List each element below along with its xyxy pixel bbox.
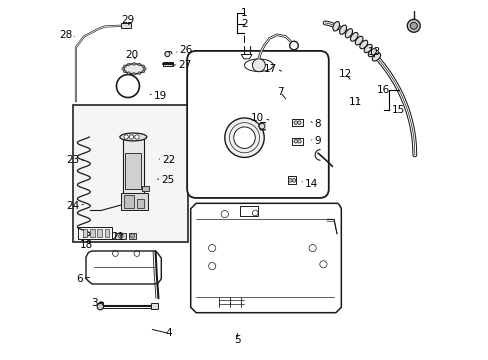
Bar bbox=[129, 233, 136, 239]
Circle shape bbox=[288, 179, 292, 182]
Bar bbox=[151, 303, 158, 309]
Ellipse shape bbox=[345, 29, 352, 38]
Circle shape bbox=[99, 302, 103, 307]
Text: 8: 8 bbox=[314, 120, 321, 129]
Circle shape bbox=[289, 41, 298, 50]
Text: 9: 9 bbox=[314, 136, 321, 146]
Circle shape bbox=[135, 135, 139, 139]
Ellipse shape bbox=[244, 59, 273, 72]
Circle shape bbox=[224, 118, 264, 157]
Ellipse shape bbox=[367, 49, 376, 57]
Circle shape bbox=[132, 72, 135, 75]
Circle shape bbox=[119, 234, 122, 238]
Text: 28: 28 bbox=[59, 30, 72, 40]
Circle shape bbox=[407, 19, 419, 32]
Text: 23: 23 bbox=[66, 155, 80, 165]
Circle shape bbox=[143, 67, 146, 70]
Circle shape bbox=[292, 179, 295, 182]
Text: 25: 25 bbox=[161, 175, 174, 185]
Circle shape bbox=[132, 62, 135, 65]
Circle shape bbox=[130, 234, 135, 238]
Text: 22: 22 bbox=[162, 155, 175, 165]
Text: 19: 19 bbox=[153, 91, 167, 101]
Text: 26: 26 bbox=[179, 45, 192, 55]
Ellipse shape bbox=[359, 40, 367, 49]
Bar bbox=[124, 195, 134, 208]
Text: 14: 14 bbox=[304, 179, 317, 189]
Bar bbox=[137, 199, 144, 208]
Text: 21: 21 bbox=[111, 232, 124, 242]
Circle shape bbox=[297, 121, 301, 125]
Text: 5: 5 bbox=[234, 334, 240, 345]
Ellipse shape bbox=[371, 53, 380, 61]
Bar bbox=[142, 186, 149, 192]
Text: 3: 3 bbox=[91, 298, 97, 308]
Ellipse shape bbox=[339, 25, 346, 34]
Ellipse shape bbox=[355, 36, 362, 45]
Ellipse shape bbox=[350, 32, 357, 41]
Text: 27: 27 bbox=[178, 59, 191, 69]
Circle shape bbox=[293, 121, 297, 125]
Text: 18: 18 bbox=[80, 239, 93, 249]
Ellipse shape bbox=[332, 22, 339, 31]
Circle shape bbox=[252, 59, 265, 72]
Circle shape bbox=[124, 135, 128, 139]
Circle shape bbox=[409, 22, 416, 30]
Polygon shape bbox=[190, 203, 341, 313]
Bar bbox=[115, 233, 126, 239]
Polygon shape bbox=[86, 251, 161, 284]
Text: 10: 10 bbox=[250, 113, 264, 123]
Text: 16: 16 bbox=[376, 85, 389, 95]
Circle shape bbox=[138, 63, 141, 66]
Bar bbox=[240, 206, 258, 216]
Circle shape bbox=[123, 65, 126, 68]
Ellipse shape bbox=[123, 64, 144, 74]
Text: 6: 6 bbox=[76, 274, 82, 284]
Text: 24: 24 bbox=[66, 201, 80, 211]
Circle shape bbox=[259, 123, 264, 129]
Circle shape bbox=[142, 65, 144, 68]
Circle shape bbox=[127, 63, 130, 66]
Bar bbox=[73, 105, 187, 242]
Circle shape bbox=[142, 70, 144, 73]
Circle shape bbox=[138, 72, 141, 75]
Bar bbox=[125, 153, 141, 189]
FancyBboxPatch shape bbox=[187, 51, 328, 198]
Circle shape bbox=[97, 303, 103, 310]
Bar bbox=[104, 229, 109, 237]
Ellipse shape bbox=[364, 44, 371, 53]
Text: 7: 7 bbox=[277, 87, 283, 97]
Bar bbox=[121, 193, 147, 211]
Text: 12: 12 bbox=[338, 69, 351, 79]
Bar bbox=[97, 229, 102, 237]
Circle shape bbox=[129, 135, 133, 139]
Bar bbox=[121, 23, 131, 28]
Circle shape bbox=[164, 51, 169, 57]
Circle shape bbox=[122, 67, 124, 70]
Circle shape bbox=[127, 72, 130, 75]
Text: 17: 17 bbox=[263, 64, 276, 74]
Text: 20: 20 bbox=[125, 50, 139, 60]
Circle shape bbox=[293, 139, 297, 143]
Text: 15: 15 bbox=[391, 105, 405, 115]
Circle shape bbox=[233, 127, 255, 148]
Text: 1: 1 bbox=[241, 8, 247, 18]
Text: 2: 2 bbox=[241, 19, 247, 29]
Circle shape bbox=[297, 139, 301, 143]
Bar bbox=[90, 229, 94, 237]
Circle shape bbox=[123, 70, 126, 73]
Text: 4: 4 bbox=[165, 328, 172, 338]
Text: 29: 29 bbox=[121, 15, 134, 25]
Bar bbox=[122, 139, 144, 194]
Text: 11: 11 bbox=[348, 97, 362, 107]
Bar bbox=[83, 229, 87, 237]
Bar bbox=[163, 62, 173, 66]
Text: 13: 13 bbox=[367, 46, 380, 57]
Ellipse shape bbox=[120, 133, 146, 141]
